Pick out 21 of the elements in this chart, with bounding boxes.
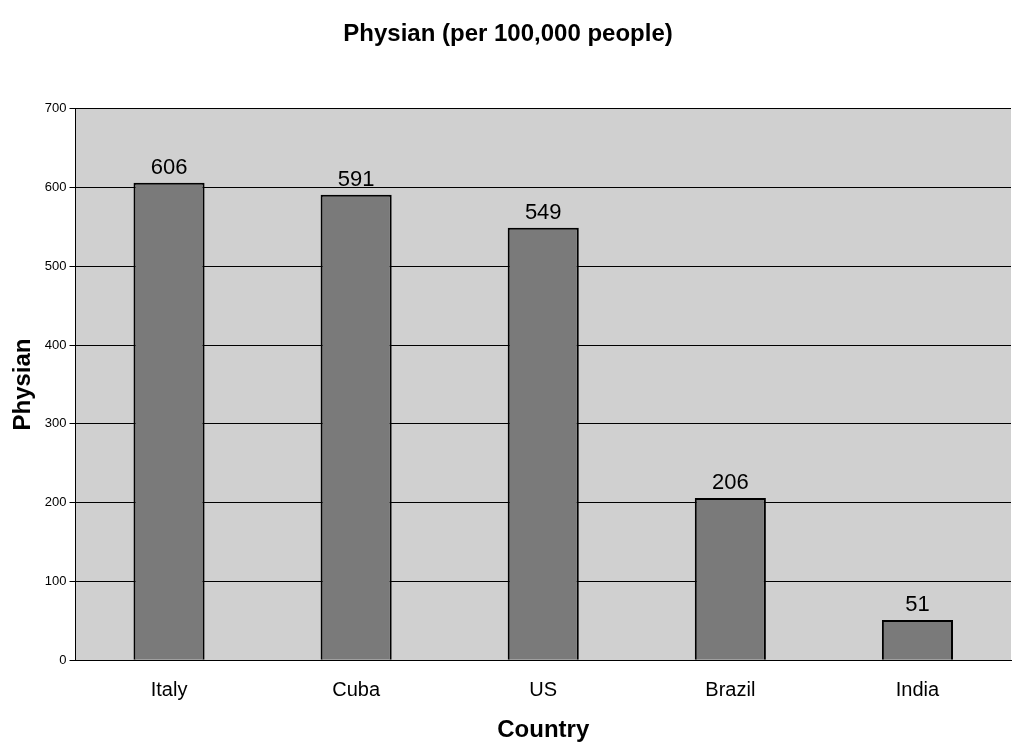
- x-tick-label: India: [895, 677, 941, 700]
- data-label: 51: [905, 591, 930, 617]
- y-tick-label: 500: [44, 257, 67, 273]
- y-tick-label: 100: [44, 573, 67, 589]
- data-label: 591: [337, 165, 375, 191]
- y-axis-title: Physian: [8, 338, 36, 431]
- chart-title: Physian (per 100,000 people): [343, 19, 673, 47]
- x-axis-title: Country: [497, 715, 590, 743]
- y-tick-label: 200: [44, 494, 67, 510]
- x-tick-label: US: [529, 677, 558, 700]
- y-tick-label: 300: [44, 415, 67, 431]
- data-label: 606: [150, 153, 188, 179]
- data-label: 206: [711, 468, 749, 494]
- y-tick-label: 600: [44, 179, 67, 195]
- x-tick-label: Italy: [150, 677, 188, 700]
- y-tick-label: 0: [59, 651, 67, 667]
- x-tick-label: Brazil: [705, 677, 756, 700]
- y-tick-label: 400: [44, 336, 67, 352]
- y-tick-label: 700: [44, 100, 67, 116]
- data-label: 549: [524, 198, 562, 224]
- x-tick-label: Cuba: [332, 677, 381, 700]
